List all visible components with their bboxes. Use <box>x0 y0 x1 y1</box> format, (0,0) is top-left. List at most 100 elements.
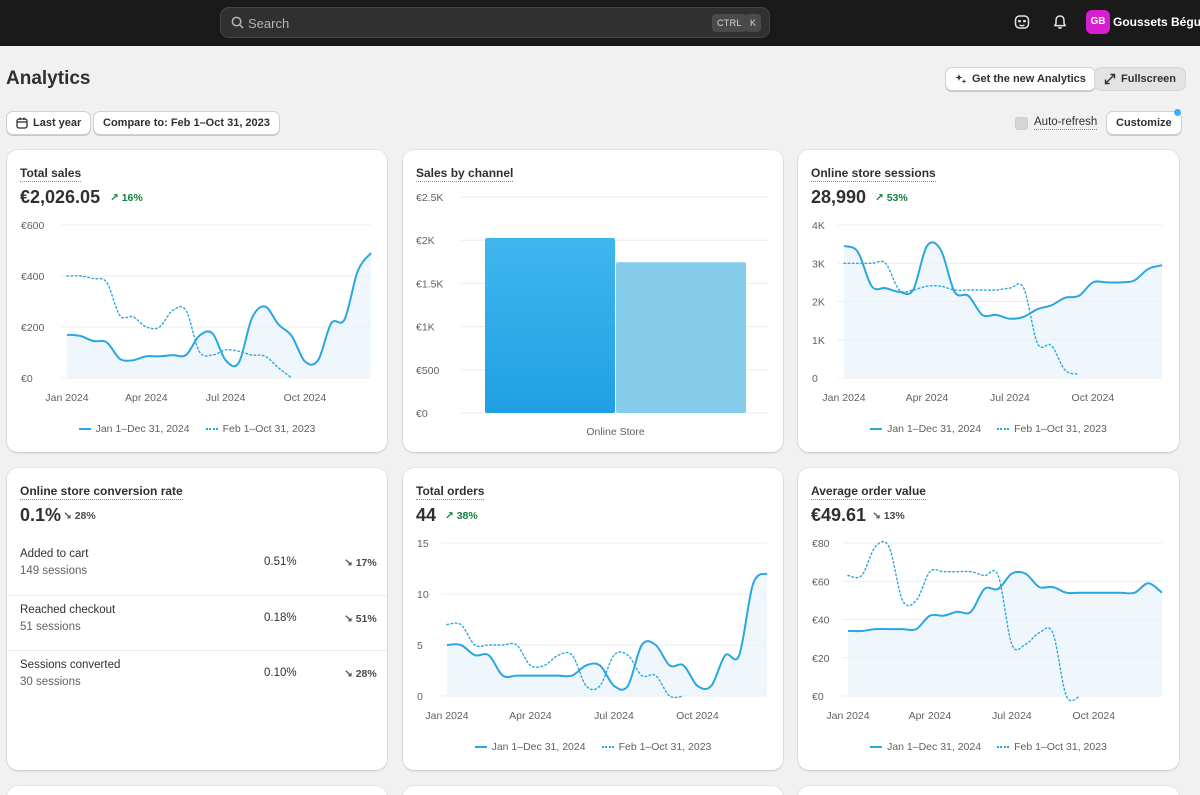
shortcut-k-key: K <box>745 14 762 32</box>
compare-button[interactable]: Compare to: Feb 1–Oct 31, 2023 <box>93 111 280 135</box>
auto-refresh-checkbox[interactable] <box>1015 116 1028 130</box>
customize-button[interactable]: Customize <box>1106 111 1182 135</box>
bar-current[interactable] <box>485 237 615 413</box>
x-tick-label: Jan 2024 <box>822 392 865 404</box>
x-tick-label: Jul 2024 <box>992 710 1032 722</box>
online-store-sessions-chart: 0 1K 2K 3K 4K Jan 2024 Apr 2024 Jul 2024 Oct 202… <box>812 220 1163 404</box>
y-tick-label: 3K <box>812 258 825 270</box>
total-sales-card[interactable]: Total sales €2,026.05 ↗ 16% €0 €200 €400 €6… <box>7 150 387 452</box>
auto-refresh-toggle[interactable]: Auto-refresh <box>1015 116 1098 130</box>
notification-dot <box>1174 109 1181 116</box>
average-order-value-chart: €0 €20 €40 €60 €80 Jan 2024 Apr 2024 Jul 2024 Oc… <box>812 538 1163 722</box>
y-tick-label: 2K <box>812 297 825 309</box>
y-tick-label: 10 <box>417 589 429 601</box>
date-range-label: Last year <box>33 117 82 129</box>
chart-legend: Jan 1–Dec 31, 2024 Feb 1–Oct 31, 2023 <box>798 741 1179 753</box>
legend-item-previous: Feb 1–Oct 31, 2023 <box>997 423 1107 435</box>
list-item: Added to cart 149 sessions 0.51% ↘ 17% <box>20 548 377 577</box>
y-tick-label: €500 <box>416 365 440 377</box>
y-tick-label: 0 <box>417 691 423 703</box>
series-line-current <box>446 572 768 691</box>
online-store-sessions-card[interactable]: Online store sessions 28,990 ↗ 53% 0 1K 2K… <box>798 150 1179 452</box>
x-tick-label: Oct 2024 <box>1072 710 1115 722</box>
y-tick-label: €600 <box>21 220 45 232</box>
avatar[interactable]: GB <box>1086 10 1110 34</box>
y-tick-label: €0 <box>416 408 428 420</box>
card-title: Online store conversion rate <box>20 484 183 500</box>
card-value: 0.1% <box>20 505 62 525</box>
page-title: Analytics <box>6 68 91 89</box>
x-tick-label: Jul 2024 <box>990 392 1030 404</box>
card-title: Total orders <box>416 484 485 500</box>
card-value: €2,026.05 <box>20 187 101 207</box>
y-tick-label: €0 <box>21 373 33 385</box>
user-name[interactable]: Goussets Béguin <box>1113 15 1200 29</box>
card-value: 28,990 <box>811 187 867 207</box>
area-fill <box>844 242 1162 378</box>
next-card-partial[interactable] <box>7 786 387 795</box>
chart-legend: Jan 1–Dec 31, 2024 Feb 1–Oct 31, 2023 <box>403 741 783 753</box>
bell-icon[interactable] <box>1051 13 1069 31</box>
y-tick-label: 0 <box>812 373 818 385</box>
y-tick-label: €40 <box>812 615 830 627</box>
fullscreen-label: Fullscreen <box>1121 73 1177 85</box>
list-item: Reached checkout 51 sessions 0.18% ↘ 51% <box>7 595 387 650</box>
fullscreen-button[interactable]: Fullscreen <box>1094 67 1187 91</box>
x-tick-label: Jan 2024 <box>826 710 869 722</box>
card-title: Online store sessions <box>811 166 936 182</box>
x-tick-label: Jan 2024 <box>425 710 468 722</box>
sales-by-channel-card[interactable]: Sales by channel €0 €500 €1K €1.5K €2K €2.5K O… <box>403 150 783 452</box>
next-card-partial[interactable] <box>403 786 783 795</box>
chart-legend: Jan 1–Dec 31, 2024 Feb 1–Oct 31, 2023 <box>798 423 1179 435</box>
auto-refresh-label: Auto-refresh <box>1034 116 1098 130</box>
sales-by-channel-chart: €0 €500 €1K €1.5K €2K €2.5K Online Store <box>416 192 768 438</box>
legend-item-current: Jan 1–Dec 31, 2024 <box>870 741 981 753</box>
delta-badge: ↗ 53% <box>875 192 908 204</box>
series-line-current <box>843 241 1163 320</box>
card-value: €49.61 <box>811 505 867 525</box>
series-line-current <box>847 570 1163 633</box>
total-orders-chart: 0 5 10 15 Jan 2024 Apr 2024 Jul 2024 Oct 2024 <box>417 538 768 722</box>
search-input[interactable]: Search CTRL K <box>220 7 770 38</box>
series-line-previous <box>66 275 293 379</box>
delta-badge: ↘ 28% <box>63 510 96 522</box>
area-fill <box>848 571 1162 696</box>
total-orders-card[interactable]: Total orders 44 ↗ 38% 0 5 10 15 Jan 2024 Apr … <box>403 468 783 770</box>
legend-item-previous: Feb 1–Oct 31, 2023 <box>997 741 1107 753</box>
x-tick-label: Apr 2024 <box>909 710 952 722</box>
sidekick-icon[interactable] <box>1013 13 1031 31</box>
conversion-rate-card[interactable]: Online store conversion rate 0.1% ↘ 28% … <box>7 468 387 770</box>
y-tick-label: 15 <box>417 538 429 550</box>
series-line-previous <box>446 622 685 699</box>
get-new-analytics-label: Get the new Analytics <box>972 73 1086 85</box>
legend-item-current: Jan 1–Dec 31, 2024 <box>870 423 981 435</box>
y-tick-label: €80 <box>812 538 830 550</box>
list-item: Sessions converted 30 sessions 0.10% ↘ 2… <box>7 650 387 705</box>
x-tick-label: Oct 2024 <box>1072 392 1115 404</box>
next-card-partial[interactable] <box>798 786 1179 795</box>
x-tick-label: Jul 2024 <box>594 710 634 722</box>
card-value: 44 <box>416 505 437 525</box>
x-tick-label: Oct 2024 <box>676 710 719 722</box>
y-tick-label: €0 <box>812 691 824 703</box>
x-tick-label: Jan 2024 <box>45 392 88 404</box>
delta-badge: ↘ 13% <box>872 510 905 522</box>
y-tick-label: €200 <box>21 322 45 334</box>
y-tick-label: €1.5K <box>416 278 443 290</box>
search-icon <box>231 16 244 29</box>
search-placeholder: Search <box>248 16 290 31</box>
average-order-value-card[interactable]: Average order value €49.61 ↘ 13% €0 €20 €4… <box>798 468 1179 770</box>
chart-legend: Jan 1–Dec 31, 2024 Feb 1–Oct 31, 2023 <box>7 423 387 435</box>
date-range-button[interactable]: Last year <box>6 111 92 135</box>
y-tick-label: €60 <box>812 576 830 588</box>
x-tick-label: Jul 2024 <box>206 392 246 404</box>
get-new-analytics-button[interactable]: Get the new Analytics <box>945 67 1096 91</box>
x-tick-label: Oct 2024 <box>284 392 327 404</box>
x-tick-label: Apr 2024 <box>509 710 552 722</box>
bar-previous[interactable] <box>616 262 746 413</box>
calendar-icon <box>16 117 28 129</box>
conversion-breakdown: Added to cart 149 sessions 0.51% ↘ 17% R… <box>7 540 387 710</box>
y-tick-label: 1K <box>812 335 825 347</box>
legend-item-current: Jan 1–Dec 31, 2024 <box>474 741 586 753</box>
x-tick-label: Apr 2024 <box>906 392 949 404</box>
